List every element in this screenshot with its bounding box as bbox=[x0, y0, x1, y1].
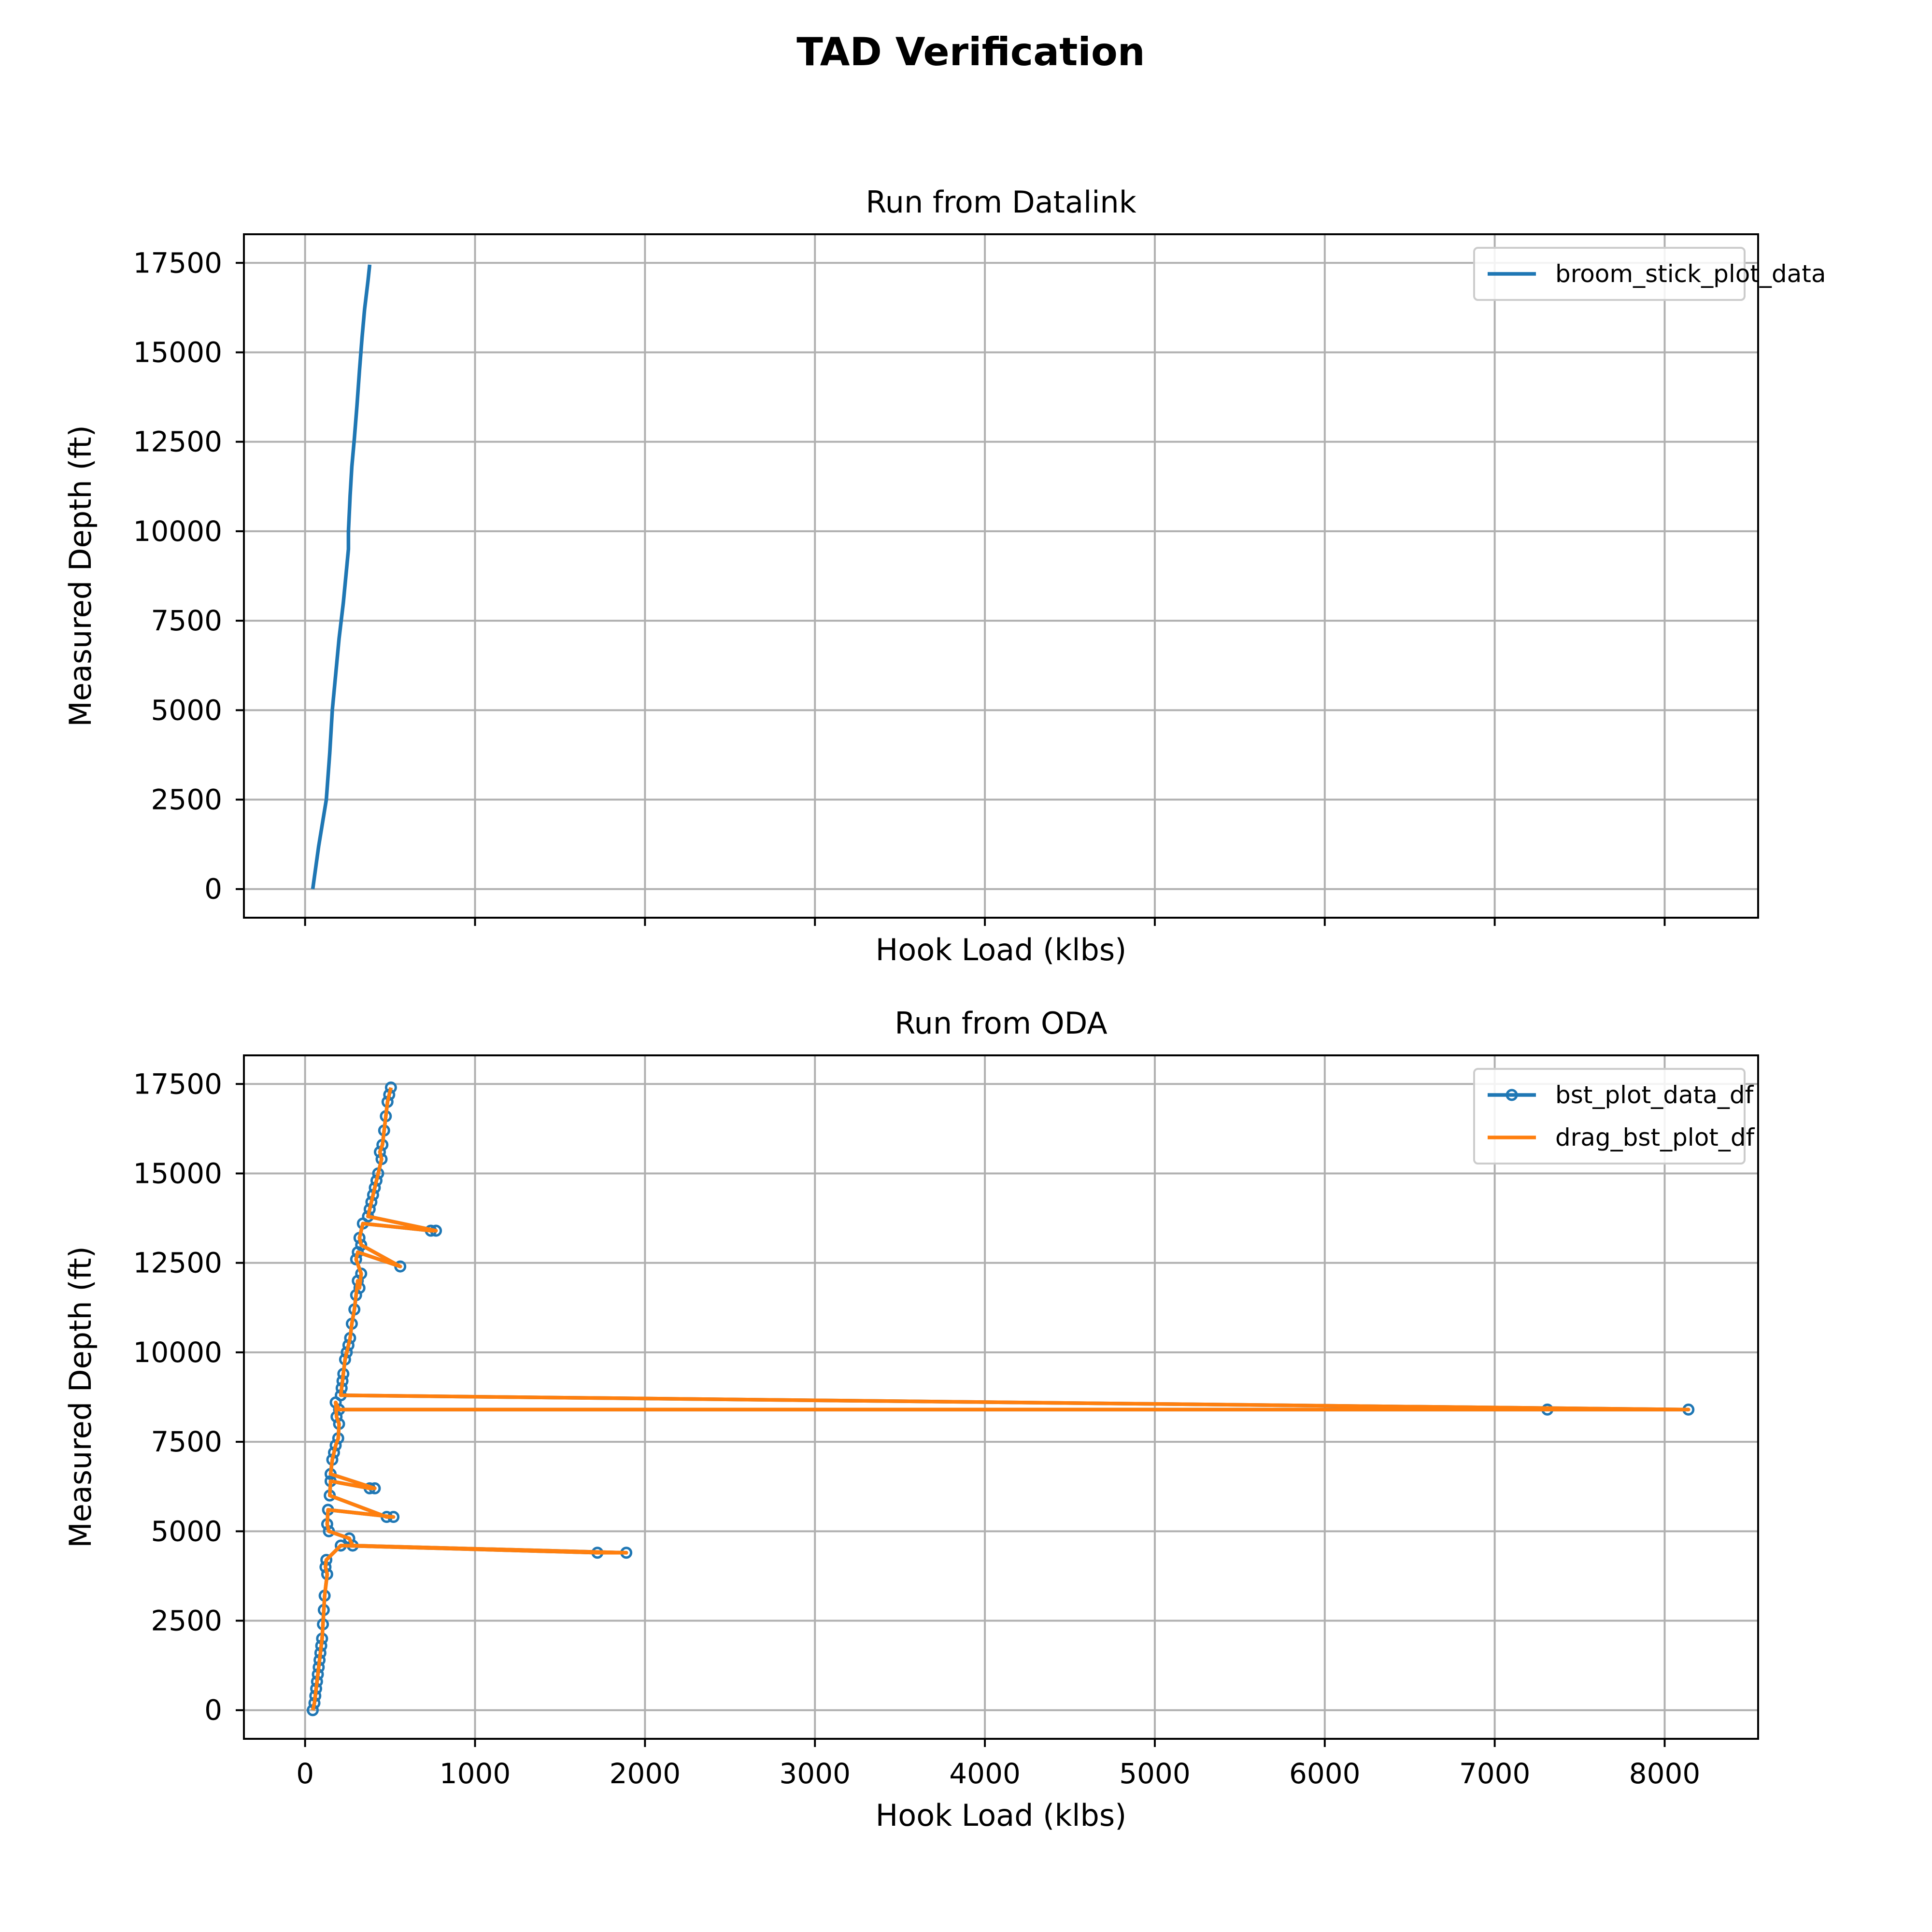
figure-title: TAD Verification bbox=[796, 29, 1145, 74]
y-tick-label: 17500 bbox=[133, 1067, 222, 1100]
x-tick-label: 4000 bbox=[949, 1757, 1021, 1790]
x-tick-label: 0 bbox=[296, 1757, 314, 1790]
x-tick-label: 1000 bbox=[440, 1757, 511, 1790]
legend-label: bst_plot_data_df bbox=[1555, 1081, 1754, 1109]
x-tick-label: 6000 bbox=[1289, 1757, 1361, 1790]
series-line-broom_stick_plot_data bbox=[311, 264, 372, 890]
series-line-drag_bst_plot_df bbox=[311, 1087, 1690, 1711]
y-tick-label: 7500 bbox=[151, 604, 222, 637]
y-tick-label: 12500 bbox=[133, 1247, 222, 1279]
y-tick-label: 15000 bbox=[133, 1157, 222, 1190]
legend-label: drag_bst_plot_df bbox=[1555, 1123, 1755, 1151]
y-tick-label: 10000 bbox=[133, 515, 222, 548]
legend: bst_plot_data_df drag_bst_plot_df bbox=[1473, 1068, 1755, 1165]
legend-box bbox=[1473, 1068, 1746, 1165]
y-tick-label: 5000 bbox=[151, 1515, 222, 1548]
panel-datalink: 0 2500 5000 7500 10000 12500 15000 17500 Run fro… bbox=[63, 185, 1826, 967]
y-tick-label: 12500 bbox=[133, 426, 222, 458]
x-tick-label: 3000 bbox=[779, 1757, 851, 1790]
legend-label: broom_stick_plot_data bbox=[1555, 260, 1826, 288]
legend-box bbox=[1473, 247, 1746, 301]
legend-marker bbox=[1506, 1089, 1518, 1101]
y-tick-label: 10000 bbox=[133, 1336, 222, 1369]
y-tick-label: 0 bbox=[204, 1694, 222, 1727]
x-tick-label: 8000 bbox=[1629, 1757, 1701, 1790]
y-tick-label: 5000 bbox=[151, 694, 222, 726]
x-tick-label: 7000 bbox=[1459, 1757, 1531, 1790]
y-axis-label: Measured Depth (ft) bbox=[63, 1246, 98, 1548]
x-axis-label: Hook Load (klbs) bbox=[876, 932, 1127, 967]
chart-title: Run from ODA bbox=[895, 1006, 1107, 1041]
y-tick-label: 15000 bbox=[133, 336, 222, 369]
y-axis-label: Measured Depth (ft) bbox=[63, 425, 98, 727]
panel-oda: 0 1000 2000 3000 4000 5000 6000 7000 8000 0 2500 50… bbox=[63, 1006, 1759, 1833]
y-tick-label: 7500 bbox=[151, 1425, 222, 1458]
x-tick-label: 2000 bbox=[610, 1757, 681, 1790]
legend: broom_stick_plot_data bbox=[1473, 247, 1826, 301]
plot-frame bbox=[243, 233, 1759, 919]
y-tick-label: 17500 bbox=[133, 246, 222, 279]
x-tick-label: 5000 bbox=[1119, 1757, 1191, 1790]
y-tick-label: 2500 bbox=[151, 1605, 222, 1637]
chart-title: Run from Datalink bbox=[866, 185, 1136, 220]
y-tick-label: 0 bbox=[204, 873, 222, 906]
y-tick-label: 2500 bbox=[151, 783, 222, 816]
x-axis-label: Hook Load (klbs) bbox=[876, 1798, 1127, 1833]
plot-frame bbox=[243, 1054, 1759, 1740]
